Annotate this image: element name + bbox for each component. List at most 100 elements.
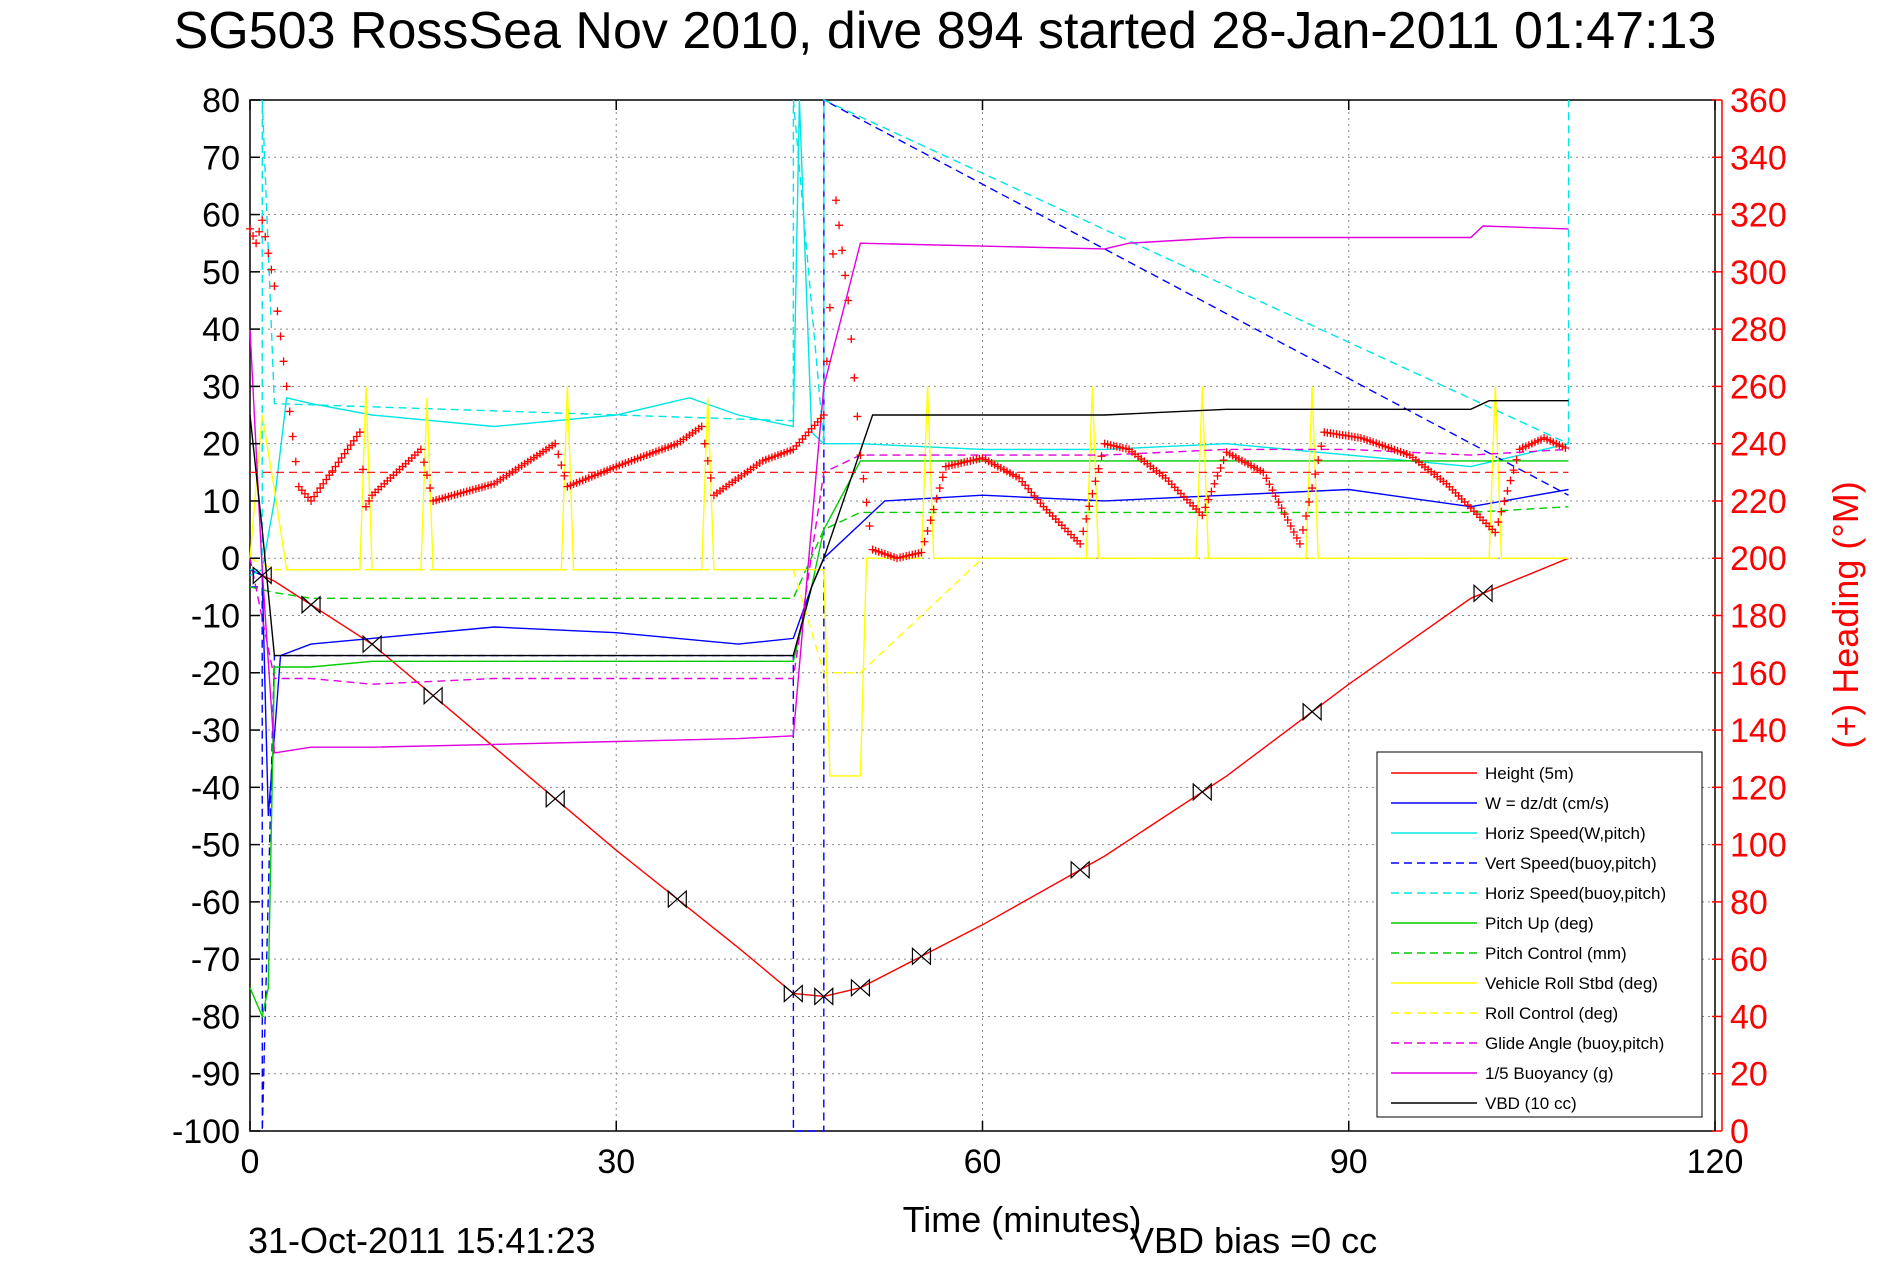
heading-marker xyxy=(1509,466,1518,475)
x-tick-label: 90 xyxy=(1330,1143,1368,1181)
heading-marker xyxy=(859,474,868,483)
heading-marker xyxy=(291,457,300,466)
left-axis-ticks: 80 70 60 50 40 30 20 10 0 -10 -20 -30 -40 -50 -60 -70 -8… xyxy=(172,82,260,1151)
heading-marker xyxy=(1280,510,1289,519)
heading-marker xyxy=(1305,498,1314,507)
heading-marker xyxy=(426,484,435,493)
heading-marker xyxy=(929,505,938,514)
heading-marker xyxy=(1283,516,1292,525)
y-left-tick-label: -60 xyxy=(191,884,240,922)
heading-marker xyxy=(319,479,328,488)
heading-marker xyxy=(340,449,349,458)
heading-marker xyxy=(334,458,343,467)
right-axis-label: (+) Heading (°M) xyxy=(1825,481,1866,748)
heading-marker xyxy=(1292,533,1301,542)
heading-marker xyxy=(1295,539,1304,548)
heading-marker xyxy=(1207,487,1216,496)
heading-markers xyxy=(246,196,1570,563)
chart-title: SG503 RossSea Nov 2010, dive 894 started… xyxy=(174,2,1717,60)
y-right-tick-label: 160 xyxy=(1730,655,1787,693)
heading-marker xyxy=(697,422,706,431)
y-left-tick-label: -40 xyxy=(191,769,240,807)
series-line-4 xyxy=(250,98,1570,571)
y-left-tick-label: -30 xyxy=(191,712,240,750)
legend-label-7: Vehicle Roll Stbd (deg) xyxy=(1485,974,1658,993)
heading-marker xyxy=(1503,486,1512,495)
heading-marker xyxy=(1274,498,1283,507)
y-right-tick-label: 360 xyxy=(1730,82,1787,120)
heading-marker xyxy=(349,436,358,445)
heading-marker xyxy=(554,450,563,459)
y-left-tick-label: -50 xyxy=(191,827,240,865)
grid-lines xyxy=(250,100,1715,1131)
heading-marker xyxy=(1204,495,1213,504)
heading-marker xyxy=(862,498,871,507)
y-right-tick-label: 140 xyxy=(1730,712,1787,750)
heading-marker xyxy=(310,492,319,501)
y-left-tick-label: 20 xyxy=(202,426,240,464)
heading-marker xyxy=(706,474,715,483)
heading-marker xyxy=(358,465,367,474)
heading-marker xyxy=(920,537,929,546)
heading-marker xyxy=(838,246,847,255)
heading-marker xyxy=(258,216,267,225)
height-marker xyxy=(911,946,932,966)
legend-label-8: Roll Control (deg) xyxy=(1485,1004,1618,1023)
heading-marker xyxy=(273,307,282,316)
heading-marker xyxy=(252,239,261,248)
heading-marker xyxy=(325,471,334,480)
heading-marker xyxy=(322,475,331,484)
heading-marker xyxy=(1494,518,1503,527)
heading-marker xyxy=(844,296,853,305)
y-left-tick-label: -100 xyxy=(172,1113,240,1151)
heading-marker xyxy=(307,496,316,505)
height-marker xyxy=(850,978,871,998)
heading-marker xyxy=(1314,456,1323,465)
heading-marker xyxy=(825,303,834,312)
series-line-2 xyxy=(249,99,1569,577)
heading-marker xyxy=(1500,497,1509,506)
legend-label-10: 1/5 Buoyancy (g) xyxy=(1485,1064,1614,1083)
heading-marker xyxy=(853,412,862,421)
heading-marker xyxy=(1091,477,1100,486)
y-right-tick-label: 20 xyxy=(1730,1056,1768,1094)
heading-marker xyxy=(419,458,428,467)
heading-marker xyxy=(1317,442,1326,451)
heading-marker xyxy=(856,451,865,460)
height-marker xyxy=(1070,860,1090,880)
heading-marker xyxy=(828,249,837,258)
x-axis-label: Time (minutes) xyxy=(903,1199,1142,1240)
y-right-tick-label: 320 xyxy=(1730,197,1787,235)
heading-marker xyxy=(1512,455,1521,464)
y-right-tick-label: 340 xyxy=(1730,139,1787,177)
heading-marker xyxy=(1497,507,1506,516)
y-left-tick-label: 40 xyxy=(202,311,240,349)
y-left-tick-label: 30 xyxy=(202,368,240,406)
x-axis-ticks: 0 30 60 90 120 xyxy=(241,100,1743,1181)
heading-marker xyxy=(352,432,361,441)
heading-marker xyxy=(1076,539,1085,548)
y-right-tick-label: 200 xyxy=(1730,540,1787,578)
heading-marker xyxy=(249,232,258,241)
height-marker xyxy=(1473,583,1493,603)
y-left-tick-label: 70 xyxy=(202,139,240,177)
x-tick-label: 30 xyxy=(597,1143,635,1181)
height-marker xyxy=(667,889,687,909)
height-marker xyxy=(252,566,272,585)
heading-marker xyxy=(316,484,325,493)
heading-marker xyxy=(246,224,254,233)
heading-marker xyxy=(847,335,856,344)
y-right-tick-label: 260 xyxy=(1730,368,1787,406)
heading-marker xyxy=(1216,464,1225,473)
heading-marker xyxy=(416,445,425,454)
height-marker xyxy=(301,595,321,615)
y-right-tick-label: 60 xyxy=(1730,941,1768,979)
legend-label-2: Horiz Speed(W,pitch) xyxy=(1485,824,1646,843)
heading-marker xyxy=(355,428,364,437)
heading-marker xyxy=(270,282,279,291)
legend-label-0: Height (5m) xyxy=(1485,764,1574,783)
heading-marker xyxy=(1308,484,1317,493)
heading-marker xyxy=(1094,464,1103,473)
heading-marker xyxy=(1088,489,1097,498)
y-left-tick-label: 80 xyxy=(202,82,240,120)
